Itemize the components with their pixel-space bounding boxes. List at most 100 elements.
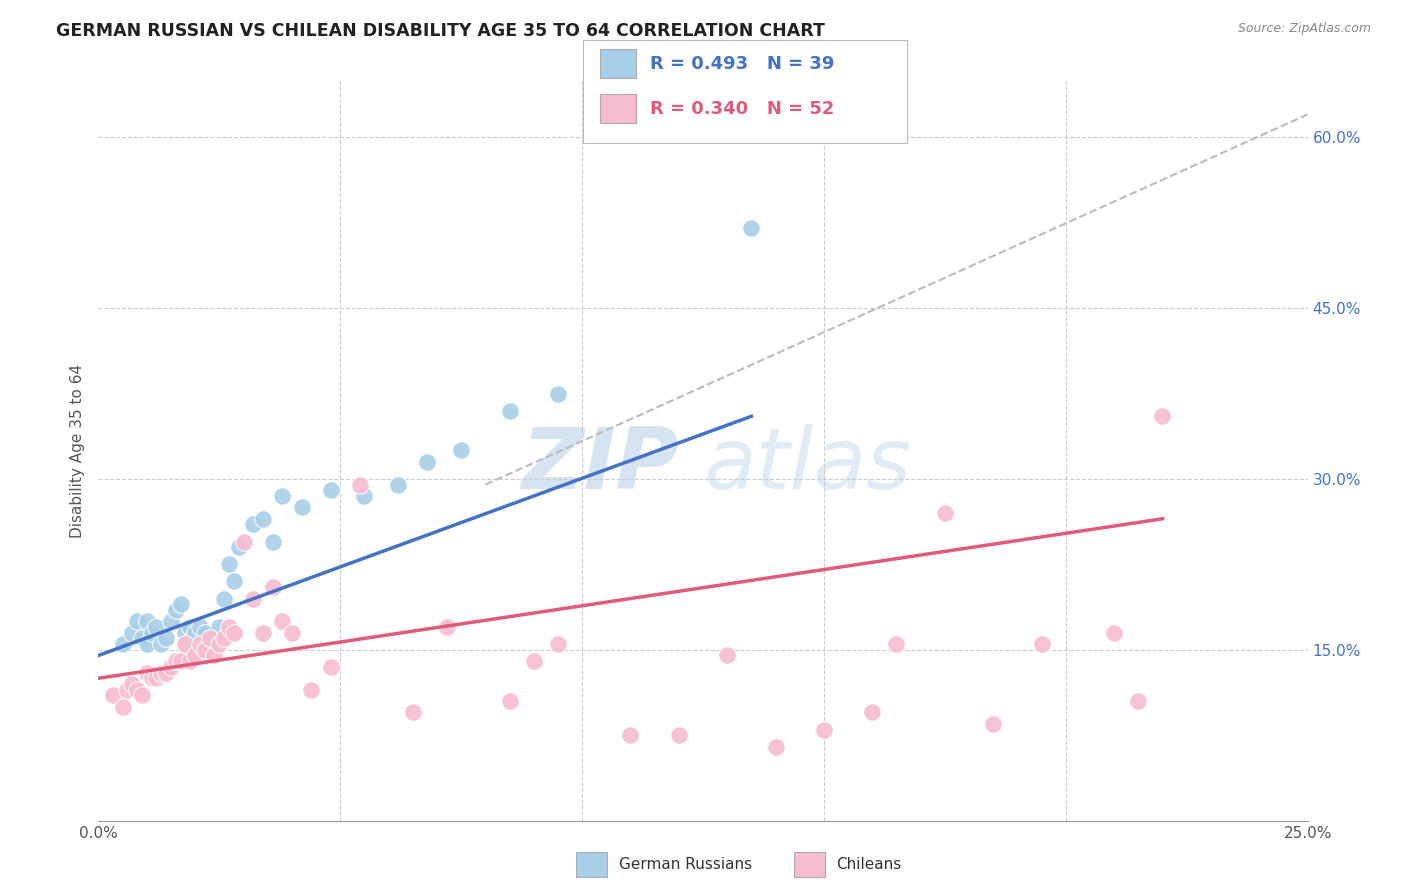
Point xyxy=(174,637,197,651)
Point xyxy=(218,558,240,572)
Point xyxy=(252,512,274,526)
Point xyxy=(188,620,211,634)
Point xyxy=(232,534,254,549)
Point xyxy=(319,660,342,674)
Point xyxy=(117,682,139,697)
Point xyxy=(155,632,177,646)
Point xyxy=(981,716,1004,731)
Point xyxy=(353,489,375,503)
Point xyxy=(184,625,207,640)
Point xyxy=(165,603,187,617)
Point xyxy=(194,648,217,663)
Point xyxy=(252,625,274,640)
Point xyxy=(860,706,883,720)
Text: atlas: atlas xyxy=(703,424,911,507)
Point xyxy=(135,637,157,651)
Point xyxy=(141,671,163,685)
Point xyxy=(165,654,187,668)
Point xyxy=(198,632,221,646)
Point xyxy=(150,637,173,651)
Point xyxy=(319,483,342,498)
Point xyxy=(740,221,762,235)
Point xyxy=(188,637,211,651)
Point xyxy=(127,682,149,697)
Point xyxy=(135,615,157,629)
Text: Source: ZipAtlas.com: Source: ZipAtlas.com xyxy=(1237,22,1371,36)
Point xyxy=(523,654,546,668)
Point xyxy=(242,517,264,532)
Point xyxy=(222,574,245,589)
Point xyxy=(184,648,207,663)
Point xyxy=(160,660,183,674)
Point xyxy=(228,541,250,555)
Point xyxy=(208,620,231,634)
Point xyxy=(208,637,231,651)
Point xyxy=(174,625,197,640)
Point xyxy=(127,615,149,629)
Point xyxy=(212,632,235,646)
Point xyxy=(131,632,153,646)
Point xyxy=(619,728,641,742)
Point xyxy=(450,443,472,458)
Point xyxy=(141,625,163,640)
Point xyxy=(436,620,458,634)
Point xyxy=(547,386,569,401)
Point xyxy=(813,723,835,737)
Point xyxy=(242,591,264,606)
Point xyxy=(271,489,294,503)
Text: German Russians: German Russians xyxy=(619,857,752,871)
Text: Chileans: Chileans xyxy=(837,857,901,871)
Point xyxy=(194,642,217,657)
Point xyxy=(886,637,908,651)
Point xyxy=(145,620,167,634)
Point xyxy=(1152,409,1174,424)
Point xyxy=(194,625,217,640)
Point xyxy=(547,637,569,651)
Point xyxy=(150,665,173,680)
Point xyxy=(387,477,409,491)
Point xyxy=(155,665,177,680)
Point xyxy=(218,620,240,634)
Point xyxy=(402,706,425,720)
Point xyxy=(101,689,124,703)
Point xyxy=(179,620,201,634)
Point xyxy=(299,682,322,697)
Point xyxy=(160,615,183,629)
Point xyxy=(349,477,371,491)
Point xyxy=(934,506,956,520)
Point xyxy=(135,665,157,680)
Point xyxy=(121,677,143,691)
Point xyxy=(271,615,294,629)
Text: ZIP: ZIP xyxy=(522,424,679,507)
Text: R = 0.340   N = 52: R = 0.340 N = 52 xyxy=(650,100,834,118)
Y-axis label: Disability Age 35 to 64: Disability Age 35 to 64 xyxy=(70,363,86,538)
Point xyxy=(498,403,520,417)
Point xyxy=(262,580,284,594)
Point xyxy=(198,637,221,651)
Point xyxy=(121,625,143,640)
Point xyxy=(145,671,167,685)
Point xyxy=(281,625,304,640)
Point xyxy=(169,654,191,668)
Point xyxy=(1128,694,1150,708)
Point xyxy=(111,637,134,651)
Point xyxy=(179,654,201,668)
Point xyxy=(765,739,787,754)
Point xyxy=(222,625,245,640)
Point xyxy=(668,728,690,742)
Text: GERMAN RUSSIAN VS CHILEAN DISABILITY AGE 35 TO 64 CORRELATION CHART: GERMAN RUSSIAN VS CHILEAN DISABILITY AGE… xyxy=(56,22,825,40)
Point xyxy=(169,597,191,611)
Point xyxy=(290,500,312,515)
Point xyxy=(498,694,520,708)
Point xyxy=(204,648,226,663)
Point xyxy=(131,689,153,703)
Text: R = 0.493   N = 39: R = 0.493 N = 39 xyxy=(650,55,834,73)
Point xyxy=(204,632,226,646)
Point xyxy=(111,699,134,714)
Point xyxy=(1102,625,1125,640)
Point xyxy=(262,534,284,549)
Point xyxy=(212,591,235,606)
Point xyxy=(1031,637,1053,651)
Point xyxy=(716,648,738,663)
Point xyxy=(416,455,439,469)
